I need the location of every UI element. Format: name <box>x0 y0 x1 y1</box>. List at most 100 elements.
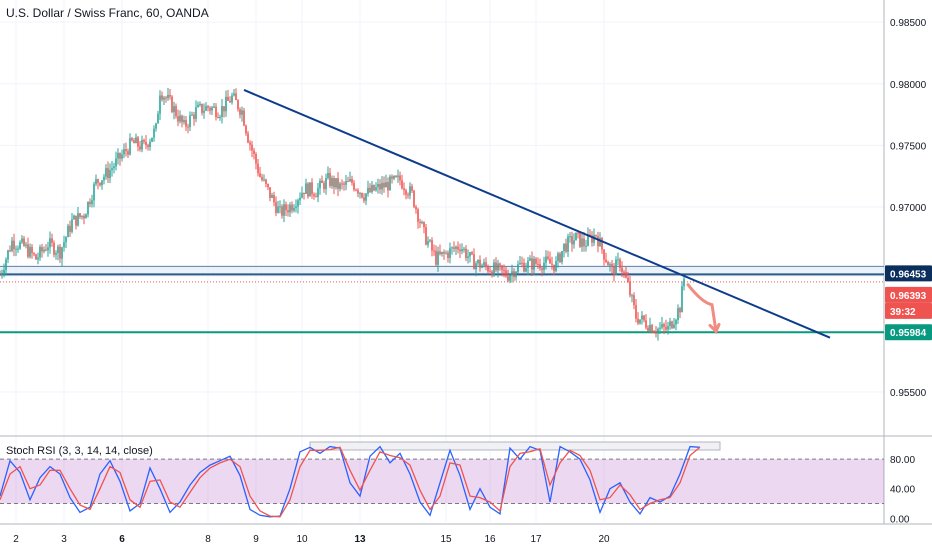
candle-body <box>235 93 237 101</box>
candle-body <box>537 263 539 265</box>
candle-body <box>441 251 443 255</box>
candle-body <box>463 248 465 250</box>
candle-body <box>497 263 499 271</box>
candle-body <box>15 248 17 250</box>
candle-body <box>247 133 249 143</box>
candle-body <box>591 235 593 243</box>
candle-body <box>679 308 681 313</box>
candle-body <box>663 324 665 327</box>
candle-body <box>569 236 571 238</box>
candle-body <box>585 245 587 247</box>
candle-body <box>189 115 191 128</box>
candle-body <box>485 262 487 267</box>
price-tags: 0.96453 0.96393 39:32 0.95984 <box>885 265 932 341</box>
candle-body <box>271 195 273 198</box>
candle-body <box>55 253 57 255</box>
candle-body <box>303 192 305 194</box>
candle-body <box>111 168 113 171</box>
candle-body <box>267 183 269 188</box>
candle-body <box>377 183 379 188</box>
forecast-arrow-icon <box>686 283 721 335</box>
candle-body <box>547 256 549 259</box>
time-tick-label: 3 <box>61 534 67 545</box>
candle-body <box>173 106 175 113</box>
candle-body <box>51 238 53 243</box>
candlestick-series <box>0 87 685 341</box>
candle-body <box>27 244 29 257</box>
candle-body <box>283 204 285 216</box>
candle-body <box>315 196 317 198</box>
candle-body <box>597 236 599 247</box>
candle-body <box>443 251 445 254</box>
descending-trendline[interactable] <box>243 89 831 339</box>
candle-body <box>589 234 591 236</box>
candle-body <box>81 215 83 217</box>
candle-body <box>483 262 485 266</box>
candle-body <box>193 114 195 119</box>
candle-body <box>1 273 3 275</box>
candle-body <box>527 260 529 268</box>
price-tick-label: 0.95500 <box>890 388 927 399</box>
candle-body <box>69 225 71 232</box>
candle-body <box>195 107 197 119</box>
candle-body <box>423 222 425 228</box>
time-tick-label: 13 <box>354 534 366 545</box>
candle-body <box>501 265 503 270</box>
time-tick-label: 8 <box>205 534 211 545</box>
candle-body <box>541 268 543 270</box>
candle-body <box>637 318 639 324</box>
candle-body <box>397 175 399 177</box>
candle-body <box>153 128 155 138</box>
candle-body <box>419 221 421 224</box>
candle-body <box>197 104 199 108</box>
candle-body <box>383 182 385 188</box>
candle-body <box>175 106 177 117</box>
candle-body <box>43 249 45 252</box>
candle-body <box>401 180 403 189</box>
candle-body <box>261 176 263 180</box>
candle-body <box>633 295 635 306</box>
candle-body <box>623 271 625 273</box>
candle-body <box>275 202 277 213</box>
candle-body <box>291 204 293 211</box>
horizontal-levels <box>0 265 884 334</box>
indicator-label[interactable]: Stoch RSI (3, 3, 14, 14, close) <box>6 445 153 457</box>
candle-body <box>519 262 521 265</box>
stoch-highlight-box[interactable] <box>309 441 721 451</box>
candle-body <box>157 113 159 124</box>
candle-body <box>539 264 541 269</box>
candle-body <box>209 107 211 111</box>
candle-body <box>101 180 103 186</box>
candle-body <box>113 166 115 169</box>
candle-body <box>451 247 453 249</box>
candle-body <box>671 321 673 328</box>
candle-body <box>205 106 207 111</box>
candle-body <box>437 251 439 265</box>
candle-body <box>225 96 227 112</box>
candle-body <box>531 258 533 270</box>
candle-body <box>349 178 351 182</box>
candle-body <box>673 324 675 328</box>
candle-body <box>617 259 619 261</box>
candle-body <box>489 271 491 273</box>
candle-body <box>555 260 557 271</box>
candle-body <box>181 115 183 123</box>
stoch-k-line <box>0 445 701 518</box>
candle-body <box>201 103 203 113</box>
candle-body <box>285 204 287 211</box>
candle-body <box>361 192 363 198</box>
candle-body <box>293 207 295 211</box>
candle-body <box>249 142 251 145</box>
candle-body <box>533 258 535 270</box>
candle-body <box>389 176 391 191</box>
candle-body <box>655 332 657 334</box>
candle-body <box>219 116 221 118</box>
candle-body <box>183 120 185 123</box>
candle-body <box>493 262 495 276</box>
candle-body <box>243 110 245 126</box>
candle-body <box>309 182 311 197</box>
time-tick-label: 2 <box>13 534 19 545</box>
candle-body <box>129 138 131 155</box>
candle-body <box>447 252 449 258</box>
candle-body <box>7 250 9 260</box>
